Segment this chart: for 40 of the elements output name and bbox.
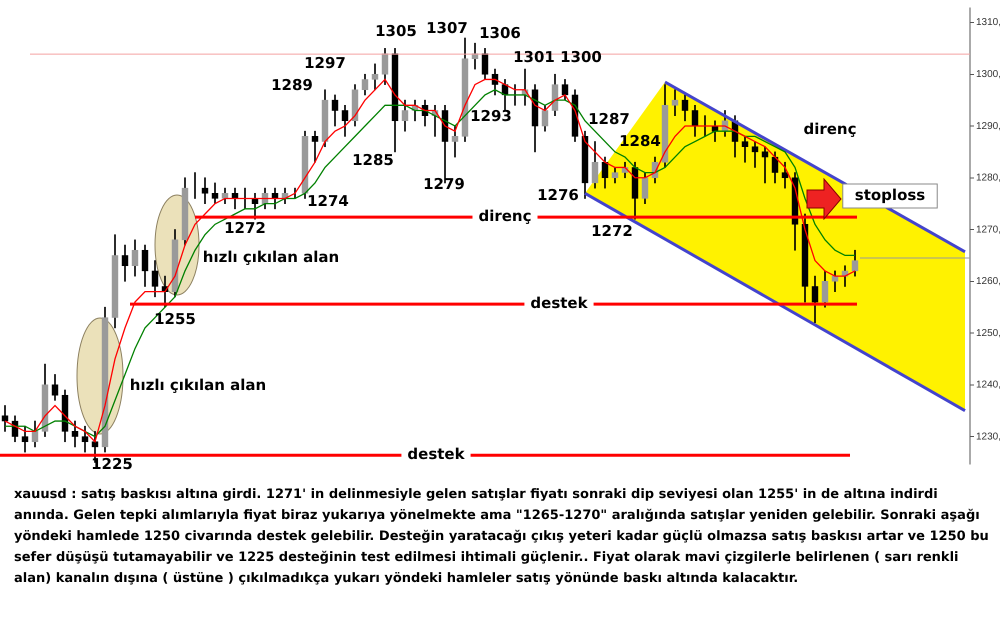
annotation: 1285 bbox=[352, 150, 394, 169]
annotation: 1255 bbox=[154, 310, 196, 328]
y-tick-label: 1300, bbox=[976, 69, 1000, 80]
candlestick bbox=[672, 89, 678, 116]
candlestick bbox=[752, 141, 758, 168]
ref-line-label: destek bbox=[407, 445, 466, 464]
candlestick bbox=[312, 130, 318, 163]
annotation: 1293 bbox=[470, 106, 512, 125]
y-tick-label: 1230, bbox=[976, 431, 1000, 442]
annotation: 1272 bbox=[591, 222, 633, 240]
ref-line-label: direnç bbox=[478, 207, 532, 225]
candlestick bbox=[202, 177, 208, 204]
annotation: 1289 bbox=[271, 76, 313, 94]
annotation: 1307 bbox=[426, 18, 468, 37]
annotation: direnç bbox=[803, 120, 857, 138]
annotation: 1287 bbox=[588, 110, 630, 128]
y-tick-label: 1270, bbox=[976, 224, 1000, 236]
annotation: 1274 bbox=[307, 192, 349, 210]
y-tick-label: 1250, bbox=[976, 328, 1000, 339]
annotation: 1300 bbox=[560, 48, 602, 66]
ref-line-label: destek bbox=[530, 294, 589, 312]
y-tick-label: 1290, bbox=[976, 120, 1000, 132]
annotation: 1225 bbox=[91, 454, 133, 473]
annotation: stoploss bbox=[854, 186, 926, 204]
text: xauusd : satış baskısı altına girdi. 1271' in delinmesiyle gelen satışlar fiyatı sonraki dip seviyesi olan 1255' in de altına indirdi anında. Gelen tepki alımlarıyla fiyat biraz yukarıya yönelmekte ama "1265-1270" aralığında satışlar yeniden gelebilir. Sonraki aşağı yöndeki hamlede 1250 civarında destek gelebilir. Desteğin yaratacağı çıkış yeteri kadar güçlü olmazsa satış baskısı artar ve 1250 bu sefer düşüşü tutamayabilir ve 1225 desteğinin test edilmesi ihtimali güçlenir.. Fiyat olarak mavi çizgilerle belirlenen ( sarı renkli alan) kanalın dışına ( üstüne ) çıkılmadıkça yukarı yöndeki hamleler satış yönünde baskı altında kalacaktır. bbox=[14, 486, 989, 588]
annotation: hızlı çıkılan alan bbox=[202, 248, 340, 266]
y-tick-label: 1310, bbox=[976, 17, 1000, 28]
annotation: hızlı çıkılan alan bbox=[130, 376, 266, 394]
annotation: 1276 bbox=[537, 186, 579, 204]
annotation: 1305 bbox=[375, 22, 417, 40]
y-tick-label: 1240, bbox=[976, 380, 1000, 391]
candlestick bbox=[762, 146, 768, 184]
annotation: 1279 bbox=[423, 174, 465, 193]
y-tick-label: 1260, bbox=[976, 276, 1000, 288]
annotation: 1306 bbox=[479, 24, 521, 42]
annotation: 1297 bbox=[304, 54, 346, 72]
annotation: 1272 bbox=[224, 218, 266, 237]
y-tick-label: 1280, bbox=[976, 172, 1000, 184]
annotation: 1284 bbox=[619, 132, 661, 150]
annotation: 1301 bbox=[513, 48, 555, 66]
